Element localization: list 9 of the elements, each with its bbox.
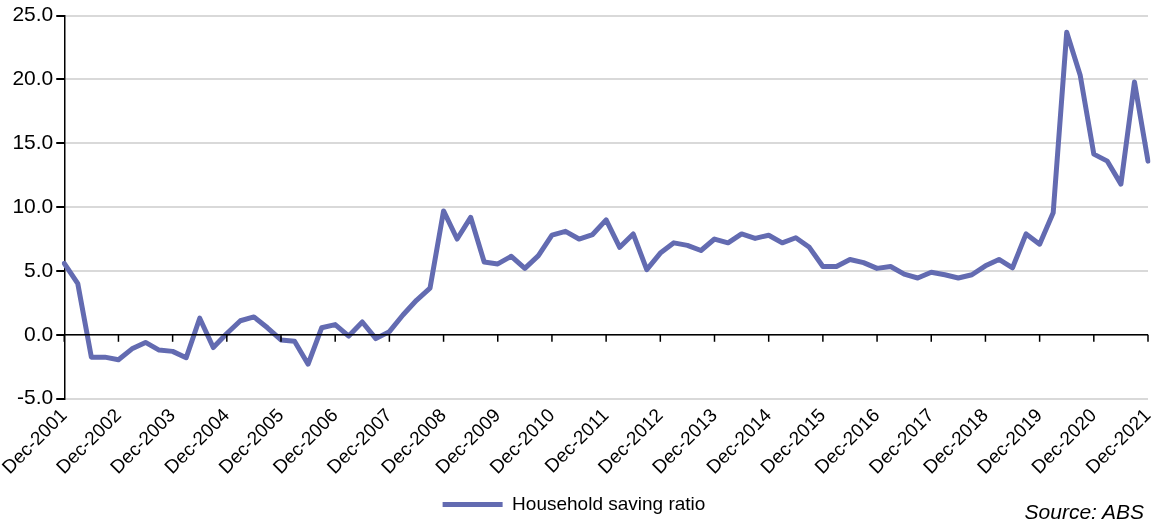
y-tick-label: 5.0 — [24, 257, 54, 281]
y-tick-label: 15.0 — [12, 130, 54, 154]
y-tick-label: 25.0 — [12, 2, 54, 26]
y-tick-label: 0.0 — [24, 321, 54, 345]
y-tick-label: 20.0 — [12, 66, 54, 90]
y-tick-label: 10.0 — [12, 193, 54, 217]
y-tick-label: -5.0 — [17, 385, 54, 409]
source-note: Source: ABS — [1024, 500, 1144, 524]
legend-label: Household saving ratio — [512, 492, 706, 514]
